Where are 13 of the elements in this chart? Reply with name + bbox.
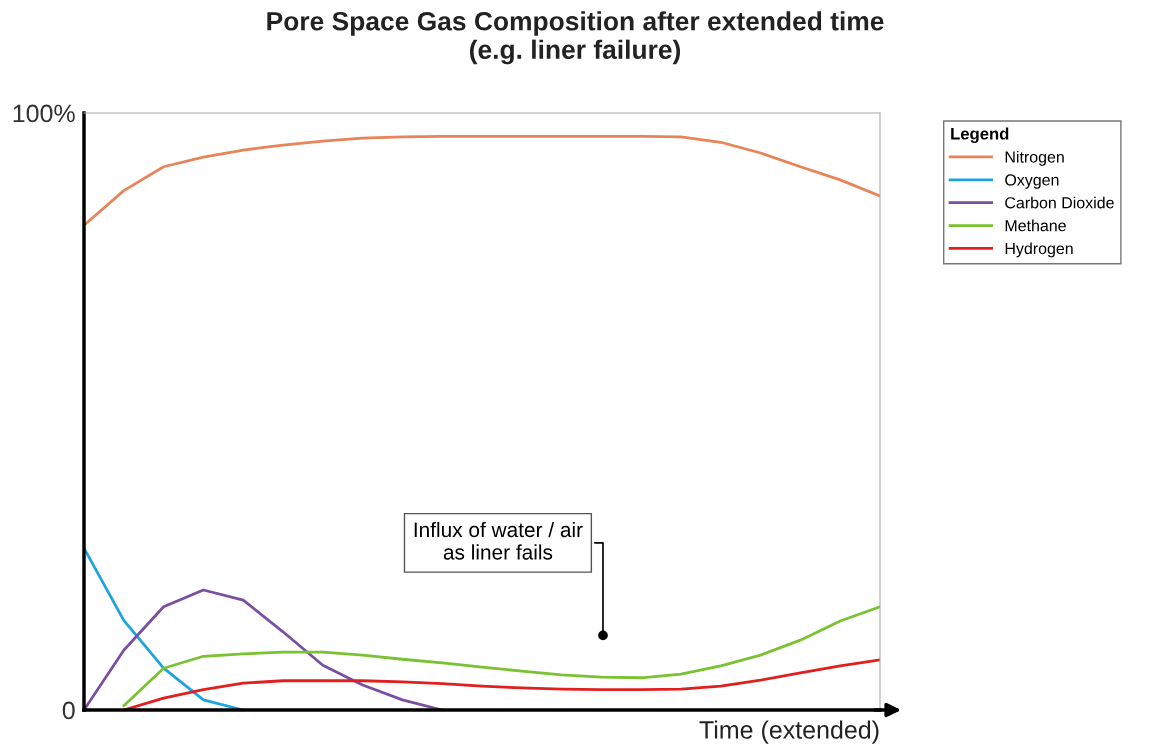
legend-label: Oxygen	[1005, 174, 1059, 189]
legend-label: Carbon Dioxide	[1005, 196, 1114, 209]
line-series	[84, 134, 880, 227]
legend-label: Hydrogen	[1005, 242, 1073, 258]
chart-title: Pore Space Gas Composition after extended time (e.g. liner failure)	[267, 11, 884, 65]
legend-label: Methane	[1005, 219, 1066, 232]
annotation: Influx of water / air as liner fails	[414, 521, 583, 560]
x-axis-title: Time (extended)	[699, 720, 879, 744]
legend-title: Legend	[951, 127, 1009, 143]
line-series	[122, 605, 880, 708]
y-tick-label: 100%	[13, 104, 75, 123]
y-tick-label: 0	[62, 701, 75, 720]
legend-label: Nitrogen	[1005, 150, 1064, 166]
